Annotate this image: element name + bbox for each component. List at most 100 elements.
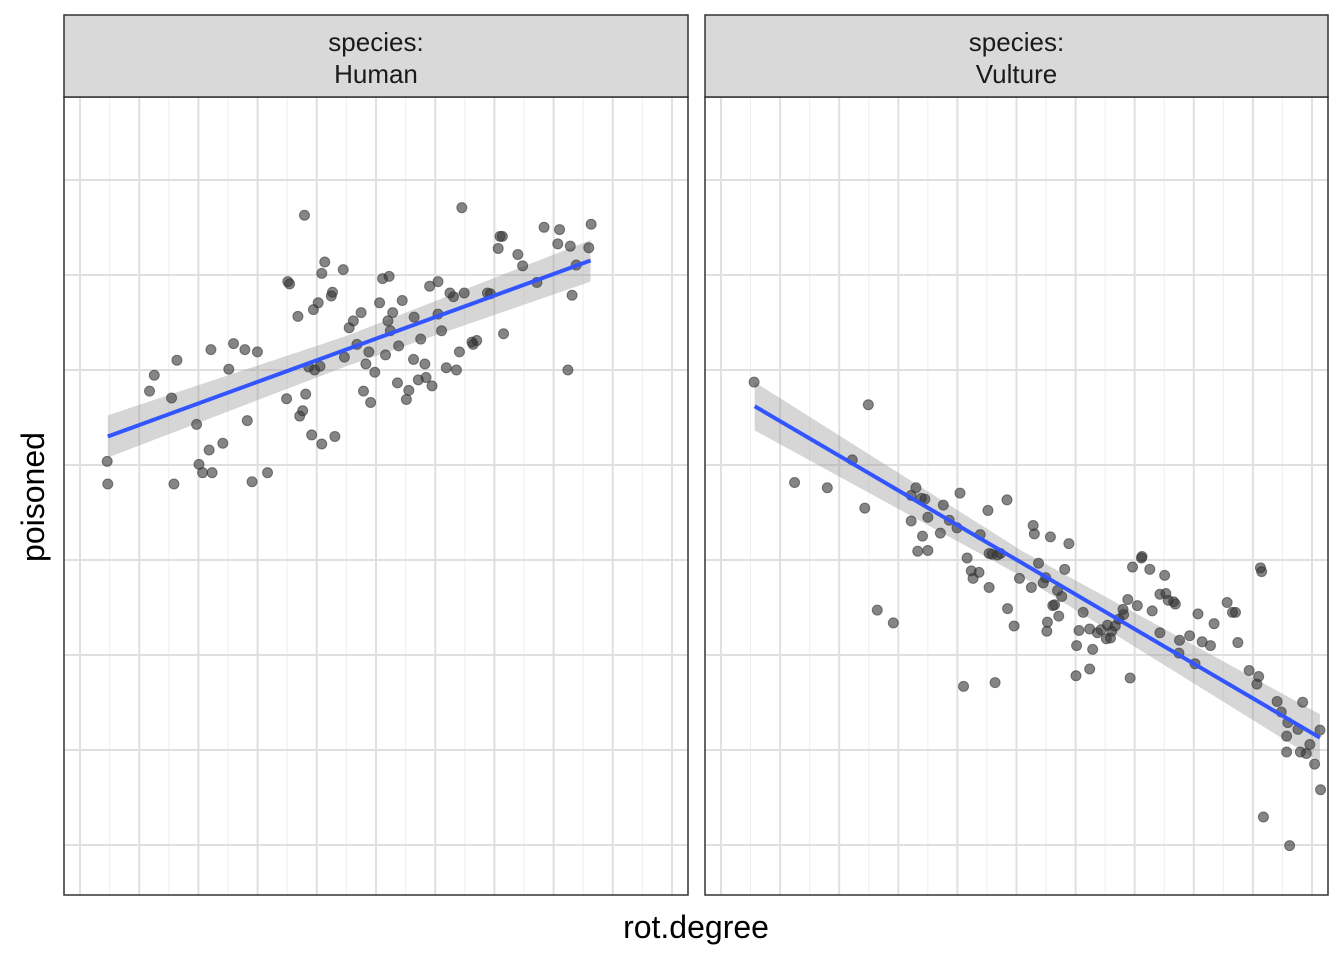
data-point (419, 358, 431, 370)
data-point (1257, 811, 1269, 823)
trend-line (753, 404, 1321, 740)
data-point (492, 242, 504, 254)
data-point (408, 311, 420, 323)
data-point (148, 369, 160, 381)
data-point (1192, 608, 1204, 620)
data-point (862, 399, 874, 411)
data-point (1208, 618, 1220, 630)
data-point (1174, 634, 1186, 646)
data-point (312, 297, 324, 309)
data-point (168, 478, 180, 490)
data-point (297, 405, 309, 417)
data-point (1077, 606, 1089, 618)
data-point (456, 202, 468, 214)
data-point (954, 487, 966, 499)
data-point (191, 418, 203, 430)
data-point (937, 499, 949, 511)
data-point (241, 415, 253, 427)
data-point (262, 467, 274, 479)
data-point (1243, 664, 1255, 676)
data-point (566, 289, 578, 301)
data-point (239, 344, 251, 356)
trend-line (107, 258, 592, 439)
data-point (983, 581, 995, 593)
data-point (166, 392, 178, 404)
data-point (1315, 784, 1327, 796)
data-point (396, 295, 408, 307)
data-point (309, 364, 321, 376)
data-point (306, 429, 318, 441)
data-point (393, 340, 405, 352)
data-point (450, 364, 462, 376)
data-point (383, 270, 395, 282)
data-point (1281, 746, 1293, 758)
data-point (408, 353, 420, 365)
data-point (1229, 606, 1241, 618)
data-point (347, 315, 359, 327)
data-point (562, 364, 574, 376)
data-point (1041, 625, 1053, 637)
data-point (197, 467, 209, 479)
data-point (440, 362, 452, 374)
data-point (916, 530, 928, 542)
data-point (512, 248, 524, 260)
data-point (355, 307, 367, 319)
data-point (415, 333, 427, 345)
data-point (458, 287, 470, 299)
data-point (961, 552, 973, 564)
data-point (934, 527, 946, 539)
data-point (1184, 630, 1196, 642)
panel-human: species:Human (63, 14, 689, 896)
facet-strip (63, 14, 689, 98)
data-point (223, 363, 235, 375)
data-point (246, 476, 258, 488)
data-point (1033, 557, 1045, 569)
data-point (382, 315, 394, 327)
data-point (403, 384, 415, 396)
facet-strip-species: Vulture (976, 59, 1057, 89)
data-point (206, 467, 218, 479)
data-point (1127, 561, 1139, 573)
data-point (1284, 840, 1296, 852)
data-point (453, 346, 465, 358)
data-point (380, 349, 392, 361)
data-point (583, 242, 595, 254)
data-point (360, 358, 372, 370)
data-point (1221, 597, 1233, 609)
data-point (922, 511, 934, 523)
data-point (871, 604, 883, 616)
data-point (1013, 572, 1025, 584)
data-point (205, 344, 217, 356)
data-point (426, 380, 438, 392)
data-point (338, 351, 350, 363)
data-point (436, 325, 448, 337)
data-point (298, 209, 310, 221)
data-point (1070, 670, 1082, 682)
data-point (1300, 748, 1312, 760)
facet-strip-title: species: (969, 27, 1064, 57)
facet-strip-title: species: (328, 27, 423, 57)
data-point (1314, 724, 1326, 736)
data-point (387, 307, 399, 319)
data-point (821, 482, 833, 494)
data-point (357, 385, 369, 397)
data-point (789, 477, 801, 488)
data-point (1053, 610, 1065, 622)
data-point (1124, 672, 1136, 684)
data-point (748, 376, 760, 388)
data-point (494, 230, 506, 242)
data-point (1135, 552, 1147, 564)
data-point (1025, 581, 1037, 593)
data-point (203, 444, 215, 456)
data-point (538, 221, 550, 233)
data-point (284, 278, 296, 290)
facet-strip-species: Human (334, 59, 418, 89)
data-point (1131, 600, 1143, 612)
data-point (292, 310, 304, 322)
data-point (564, 240, 576, 252)
x-axis-label: rot.degree (623, 909, 769, 945)
data-point (910, 482, 922, 494)
data-point (1087, 643, 1099, 655)
data-point (1028, 528, 1040, 540)
